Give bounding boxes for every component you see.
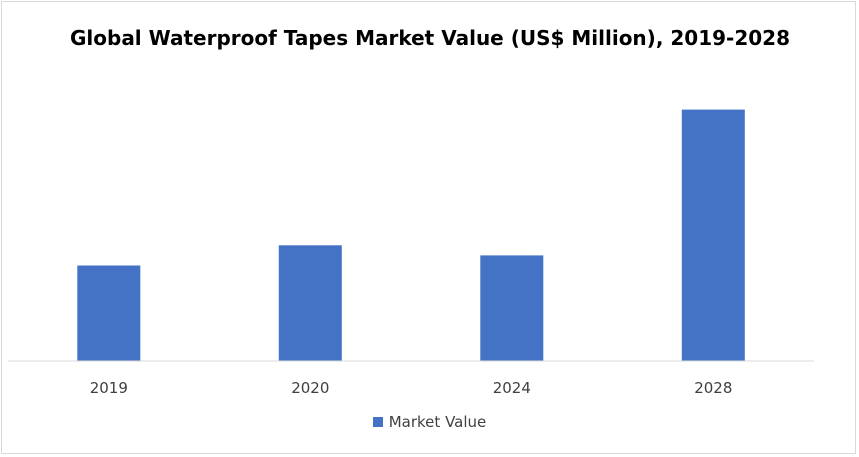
x-tick-label-2024: 2024 [493, 379, 531, 397]
bar-2024 [480, 255, 544, 361]
bar-2019 [77, 265, 141, 361]
bar-2028 [681, 109, 745, 361]
chart-title: Global Waterproof Tapes Market Value (US… [69, 26, 791, 50]
legend: Market Value [0, 413, 859, 431]
x-tick-label-2020: 2020 [291, 379, 329, 397]
legend-label: Market Value [388, 413, 487, 431]
x-tick-label-2019: 2019 [90, 379, 128, 397]
legend-swatch [372, 417, 383, 427]
bar-2020 [278, 245, 342, 361]
bars-group [77, 109, 745, 361]
x-tick-label-2028: 2028 [694, 379, 732, 397]
x-tick-labels: 2019 2020 2024 2028 [90, 379, 733, 397]
